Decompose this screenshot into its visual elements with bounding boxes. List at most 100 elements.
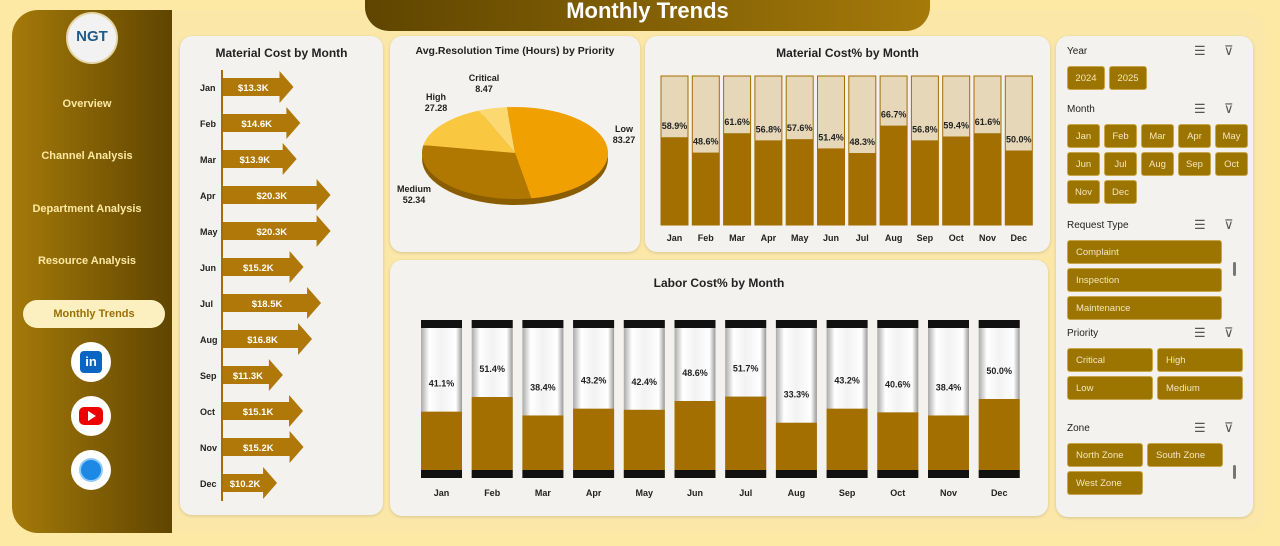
data-label: $15.2K: [243, 443, 274, 454]
filter-option[interactable]: Oct: [1215, 152, 1248, 176]
linkedin-icon[interactable]: in: [71, 342, 111, 382]
bar-cap: [471, 470, 513, 478]
bar: [928, 415, 969, 470]
sidebar-item-overview[interactable]: Overview: [62, 98, 112, 110]
material-cost-percent-chart: Material Cost% by Month 58.9% Jan 48.6% Feb…: [645, 36, 1050, 252]
month-label: Sep: [917, 233, 934, 243]
filter-option[interactable]: Jan: [1067, 124, 1100, 148]
multi-select-icon[interactable]: ☰: [1194, 325, 1206, 340]
filter-option[interactable]: 2024: [1067, 66, 1105, 90]
scrollbar[interactable]: [1233, 465, 1236, 479]
sidebar-item-department-analysis[interactable]: Department Analysis: [32, 203, 142, 215]
filter-option[interactable]: West Zone: [1067, 471, 1143, 495]
filter-option[interactable]: Mar: [1141, 124, 1174, 148]
filter-option[interactable]: South Zone: [1147, 443, 1223, 467]
data-label: 66.7%: [881, 110, 907, 120]
data-label: 50.0%: [986, 366, 1012, 376]
filter-option[interactable]: Low: [1067, 376, 1153, 400]
data-label: $16.8K: [247, 335, 278, 346]
data-label: 33.3%: [784, 390, 810, 400]
month-label: Aug: [200, 335, 218, 345]
bar: [692, 152, 720, 225]
chart-title: Material Cost by Month: [215, 46, 348, 60]
data-label: $15.1K: [243, 407, 274, 418]
bar-arrow: [223, 395, 304, 427]
youtube-icon[interactable]: [71, 396, 111, 436]
bar-cap: [928, 320, 969, 328]
filter-label-year: Year: [1067, 46, 1088, 57]
bar: [942, 136, 970, 225]
multi-select-icon[interactable]: ☰: [1194, 101, 1206, 116]
filter-option[interactable]: North Zone: [1067, 443, 1143, 467]
month-label: Sep: [839, 488, 856, 498]
sidebar-item-resource-analysis[interactable]: Resource Analysis: [37, 255, 137, 267]
bar: [623, 409, 665, 470]
month-label: Dec: [991, 488, 1008, 498]
filter-option[interactable]: Medium: [1157, 376, 1243, 400]
filter-label-zone: Zone: [1067, 423, 1090, 434]
globe-icon[interactable]: [71, 450, 111, 490]
month-label: Mar: [200, 155, 217, 165]
filter-option[interactable]: Feb: [1104, 124, 1137, 148]
clear-filter-icon[interactable]: ⊽: [1224, 217, 1234, 232]
data-label: 59.4%: [943, 120, 969, 130]
filter-option[interactable]: High: [1157, 348, 1243, 372]
multi-select-icon[interactable]: ☰: [1194, 217, 1206, 232]
clear-filter-icon[interactable]: ⊽: [1224, 101, 1234, 116]
filter-option[interactable]: Dec: [1104, 180, 1137, 204]
data-label: 48.3%: [850, 137, 876, 147]
ngt-logo: NGT: [66, 12, 118, 64]
bar-arrow: [223, 71, 294, 103]
filter-option[interactable]: Nov: [1067, 180, 1100, 204]
data-label: 41.1%: [429, 379, 455, 389]
bar: [725, 396, 767, 470]
filter-option[interactable]: Critical: [1067, 348, 1153, 372]
data-label: 51.4%: [479, 364, 505, 374]
month-label: May: [791, 233, 809, 243]
month-label: Mar: [729, 233, 746, 243]
data-label: 38.4%: [936, 382, 962, 392]
sidebar-item-channel-analysis[interactable]: Channel Analysis: [41, 150, 133, 162]
filter-option[interactable]: Complaint: [1067, 240, 1222, 264]
filter-option[interactable]: Apr: [1178, 124, 1211, 148]
pie-slice: [478, 107, 515, 153]
multi-select-icon[interactable]: ☰: [1194, 43, 1206, 58]
month-label: Aug: [885, 233, 903, 243]
data-label: 43.2%: [834, 376, 860, 386]
bar: [661, 137, 688, 225]
data-label: $10.2K: [230, 479, 261, 490]
data-label: $11.3K: [233, 371, 263, 382]
data-label: $13.9K: [240, 155, 271, 166]
month-label: Apr: [586, 488, 602, 498]
clear-filter-icon[interactable]: ⊽: [1224, 325, 1234, 340]
clear-filter-icon[interactable]: ⊽: [1224, 420, 1234, 435]
bar: [877, 412, 919, 470]
data-label: 50.0%: [1006, 135, 1032, 145]
filter-option[interactable]: May: [1215, 124, 1248, 148]
bar: [754, 140, 782, 225]
month-label: May: [636, 488, 654, 498]
bar-cap: [725, 320, 767, 328]
bar-cap: [522, 320, 564, 328]
clear-filter-icon[interactable]: ⊽: [1224, 43, 1234, 58]
resolution-time-pie-chart: Avg.Resolution Time (Hours) by Priority …: [390, 36, 640, 252]
bar: [974, 133, 1001, 225]
filter-option[interactable]: Maintenance: [1067, 296, 1222, 320]
month-label: Sep: [200, 371, 217, 381]
filter-option[interactable]: Inspection: [1067, 268, 1222, 292]
sidebar-item-monthly-trends[interactable]: Monthly Trends: [23, 300, 165, 328]
slice-name: Critical: [469, 73, 500, 83]
filter-option[interactable]: 2025: [1109, 66, 1147, 90]
bar-arrow: [223, 323, 313, 355]
slice-value: 8.47: [475, 84, 493, 94]
scrollbar[interactable]: [1233, 262, 1236, 276]
filter-label-request-type: Request Type: [1067, 220, 1129, 231]
filter-option[interactable]: Jun: [1067, 152, 1100, 176]
data-label: 61.6%: [724, 117, 750, 127]
filter-option[interactable]: Sep: [1178, 152, 1211, 176]
data-label: 58.9%: [662, 121, 688, 131]
bar-cap: [775, 470, 817, 478]
filter-option[interactable]: Aug: [1141, 152, 1174, 176]
multi-select-icon[interactable]: ☰: [1194, 420, 1206, 435]
filter-option[interactable]: Jul: [1104, 152, 1137, 176]
